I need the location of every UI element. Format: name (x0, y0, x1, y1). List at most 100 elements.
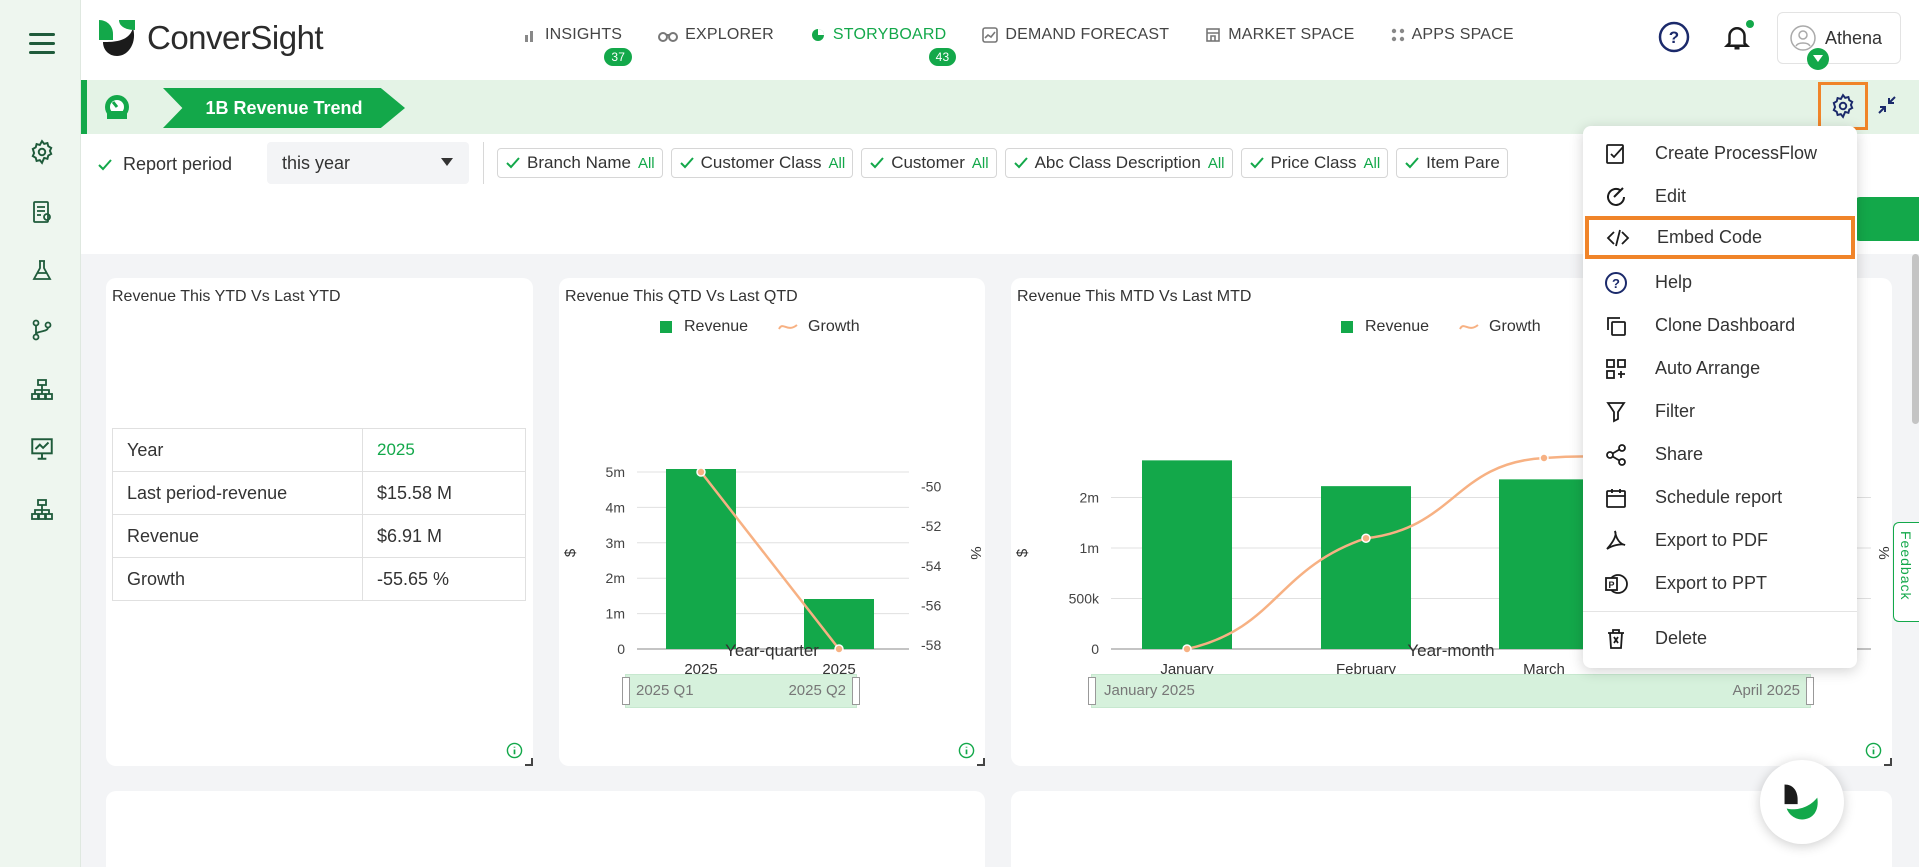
hamburger-menu-icon[interactable] (29, 33, 55, 55)
help-icon: ? (1605, 272, 1627, 294)
menu-item-label: Help (1655, 272, 1693, 292)
chip-label: Branch Name (527, 153, 631, 172)
filter-chip-customer-class[interactable]: Customer Class All (670, 148, 854, 178)
chip-label: Abc Class Description (1034, 153, 1201, 172)
slider-end-label: April 2025 (1732, 682, 1800, 699)
logo-text: ConverSight (147, 19, 324, 56)
sidebar (0, 0, 81, 867)
slider-handle-end[interactable] (1806, 677, 1814, 705)
slider-handle-start[interactable] (1088, 677, 1096, 705)
conversight-logo[interactable]: ConverSight (95, 16, 324, 60)
nav-explorer-label: EXPLORER (685, 26, 774, 43)
filter-action-button[interactable]: rt (1854, 197, 1919, 241)
filter-chip-branch-name[interactable]: Branch Name All (497, 148, 663, 178)
sidebar-settings-icon[interactable] (26, 136, 58, 168)
svg-text:P: P (1608, 580, 1614, 590)
menu-item-label: Auto Arrange (1655, 358, 1761, 378)
slider-handle-end[interactable] (852, 677, 860, 705)
menu-item-label: Schedule report (1655, 487, 1783, 507)
sidebar-report-icon[interactable] (26, 196, 58, 228)
check-icon (1249, 157, 1264, 169)
filter-chip-item-parent[interactable]: Item Pare (1396, 148, 1508, 178)
report-period-select[interactable]: this year (267, 142, 469, 184)
store-icon (1206, 28, 1221, 42)
legend-revenue[interactable]: Revenue (684, 318, 749, 335)
x-axis-title: Year-quarter (725, 641, 819, 660)
top-navbar: ConverSight INSIGHTS 37 EXPLORER STORYBO… (81, 0, 1919, 80)
card-title: Revenue This QTD Vs Last QTD (565, 288, 798, 305)
pie-chart-icon (811, 29, 824, 41)
card-placeholder-left (106, 791, 985, 867)
y-tick-label: 1m (606, 606, 625, 622)
nav-market-space[interactable]: MARKET SPACE (1205, 26, 1354, 44)
menu-item-create-processflow[interactable]: Create ProcessFlow (1583, 132, 1857, 175)
menu-separator (1583, 611, 1857, 612)
resize-handle-icon[interactable] (1884, 758, 1892, 766)
row-label: Growth (112, 557, 363, 601)
check-icon (506, 157, 520, 169)
nav-explorer[interactable]: EXPLORER (658, 26, 774, 44)
legend-line-swatch (1459, 324, 1479, 330)
user-menu-button[interactable]: Athena (1777, 12, 1901, 64)
menu-item-filter[interactable]: Filter (1583, 390, 1857, 433)
sidebar-hierarchy-icon[interactable] (26, 374, 58, 406)
assistant-logo-icon (1784, 784, 1818, 820)
nav-storyboard[interactable]: STORYBOARD 43 (810, 26, 957, 66)
legend-revenue[interactable]: Revenue (1365, 318, 1430, 335)
x-tick-label: 2025 (684, 661, 717, 678)
nav-apps-space[interactable]: APPS SPACE (1391, 26, 1514, 44)
sidebar-org-chart-icon[interactable] (26, 494, 58, 526)
report-period-filter[interactable]: Report period (97, 154, 232, 175)
grid-icon (1606, 359, 1626, 379)
collapse-button[interactable] (1878, 96, 1896, 119)
menu-item-clone-dashboard[interactable]: Clone Dashboard (1583, 304, 1857, 347)
calendar-icon (1606, 489, 1626, 508)
menu-item-help[interactable]: ? Help (1583, 261, 1857, 304)
dashboard-gauge-icon[interactable] (103, 93, 131, 126)
assistant-chat-button[interactable] (1760, 760, 1844, 844)
sidebar-branch-icon[interactable] (26, 314, 58, 346)
insights-count-badge: 37 (604, 48, 633, 66)
menu-item-export-pdf[interactable]: Export to PDF (1583, 519, 1857, 562)
y2-tick-label: -50 (921, 479, 941, 495)
menu-item-export-ppt[interactable]: P Export to PPT (1583, 562, 1857, 605)
sidebar-flask-icon[interactable] (26, 255, 58, 287)
menu-item-auto-arrange[interactable]: Auto Arrange (1583, 347, 1857, 390)
menu-item-share[interactable]: Share (1583, 433, 1857, 476)
help-button[interactable]: ? (1658, 21, 1690, 53)
legend-growth[interactable]: Growth (1489, 318, 1541, 335)
info-icon[interactable] (1865, 742, 1882, 759)
info-icon[interactable] (506, 742, 523, 759)
nav-demand-forecast[interactable]: DEMAND FORECAST (982, 26, 1169, 44)
sidebar-presentation-icon[interactable] (26, 433, 58, 465)
notifications-button[interactable] (1722, 20, 1754, 52)
nav-insights[interactable]: INSIGHTS 37 (524, 26, 633, 66)
y-tick-label: 2m (606, 570, 625, 586)
filter-chip-customer[interactable]: Customer All (861, 148, 997, 178)
menu-item-embed-code[interactable]: Embed Code (1585, 216, 1855, 259)
code-icon (1606, 229, 1630, 247)
legend-growth[interactable]: Growth (808, 318, 860, 335)
chip-value: All (971, 154, 989, 172)
check-icon (679, 157, 694, 169)
range-slider[interactable]: January 2025 April 2025 (1088, 674, 1814, 708)
dropdown-caret-icon (441, 158, 453, 166)
dashboard-settings-button[interactable] (1818, 82, 1868, 130)
notification-dot (1746, 20, 1754, 28)
menu-item-schedule-report[interactable]: Schedule report (1583, 476, 1857, 519)
resize-handle-icon[interactable] (977, 758, 985, 766)
slider-handle-start[interactable] (622, 677, 630, 705)
user-caret-icon[interactable] (1807, 48, 1829, 70)
feedback-tab[interactable]: Feedback (1893, 522, 1919, 622)
filter-chip-price-class[interactable]: Price Class All (1240, 148, 1389, 178)
page-scrollbar[interactable] (1912, 254, 1919, 424)
menu-item-delete[interactable]: Delete (1583, 617, 1857, 660)
info-icon[interactable] (958, 742, 975, 759)
resize-handle-icon[interactable] (525, 758, 533, 766)
menu-item-edit[interactable]: Edit (1583, 175, 1857, 218)
filter-chip-abc-class-description[interactable]: Abc Class Description All (1004, 148, 1233, 178)
range-slider[interactable]: 2025 Q1 2025 Q2 (622, 674, 860, 708)
dashboard-title[interactable]: 1B Revenue Trend (163, 88, 405, 128)
y-tick-label: 1m (1080, 540, 1099, 556)
bar (1499, 479, 1589, 649)
